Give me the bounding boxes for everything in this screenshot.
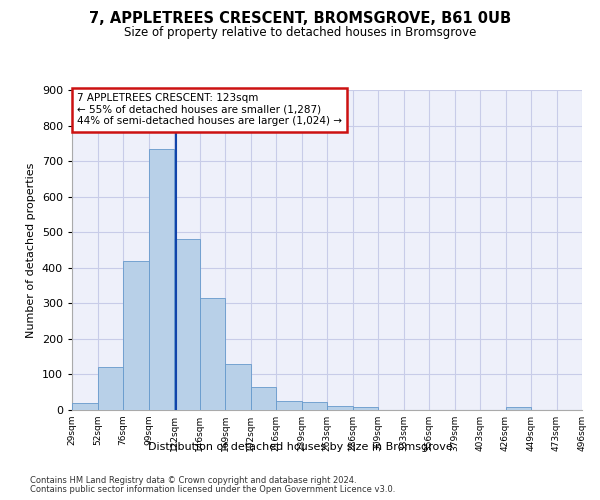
Bar (302, 402, 327, 410)
Bar (149, 150, 174, 410)
Bar (174, 240, 199, 410)
Text: Size of property relative to detached houses in Bromsgrove: Size of property relative to detached ho… (124, 26, 476, 39)
Text: Contains HM Land Registry data © Crown copyright and database right 2024.: Contains HM Land Registry data © Crown c… (30, 476, 356, 485)
Bar (200, 298, 225, 410)
Bar (353, 407, 378, 410)
Text: Distribution of detached houses by size in Bromsgrove: Distribution of detached houses by size … (148, 442, 452, 452)
Bar (327, 406, 353, 410)
Text: 7 APPLETREES CRESCENT: 123sqm
← 55% of detached houses are smaller (1,287)
44% o: 7 APPLETREES CRESCENT: 123sqm ← 55% of d… (77, 93, 342, 126)
Bar (251, 387, 276, 410)
Bar (123, 262, 149, 410)
Y-axis label: Number of detached properties: Number of detached properties (26, 162, 36, 338)
Bar (97, 366, 123, 410)
Bar (72, 403, 97, 410)
Bar (276, 401, 302, 410)
Bar (225, 364, 251, 410)
Text: 7, APPLETREES CRESCENT, BROMSGROVE, B61 0UB: 7, APPLETREES CRESCENT, BROMSGROVE, B61 … (89, 11, 511, 26)
Bar (505, 407, 531, 410)
Text: Contains public sector information licensed under the Open Government Licence v3: Contains public sector information licen… (30, 485, 395, 494)
